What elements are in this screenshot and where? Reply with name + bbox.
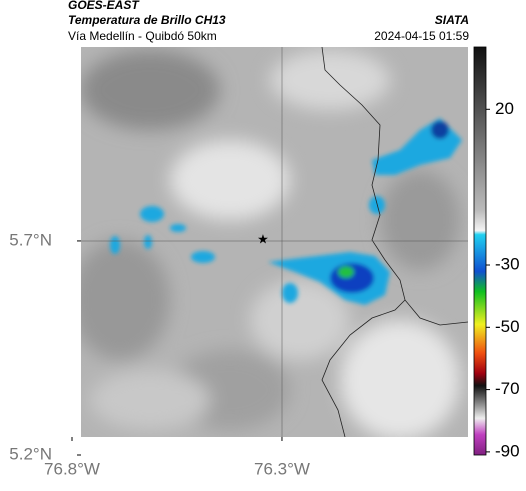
colorbar bbox=[473, 46, 487, 456]
x-tick-label: 76.3°W bbox=[254, 459, 310, 478]
y-tick-label: 5.2°N bbox=[9, 444, 52, 463]
colorbar-tick-label: -30 bbox=[495, 254, 520, 273]
colorbar-tick-label: -90 bbox=[495, 441, 520, 460]
brand: SIATA bbox=[435, 13, 469, 27]
colorbar-tick-label: -50 bbox=[495, 317, 520, 336]
colorbar-tick-label: 20 bbox=[495, 99, 514, 118]
x-tick-label: 76.8°W bbox=[44, 459, 100, 478]
header: GOES-EAST Temperatura de Brillo CH13 Vía… bbox=[68, 0, 469, 43]
colorbar-tick-label: -70 bbox=[495, 379, 520, 398]
subtitle: Vía Medellín - Quibdó 50km bbox=[68, 29, 217, 43]
satellite-image: ★ bbox=[81, 47, 468, 437]
title: Temperatura de Brillo CH13 bbox=[68, 13, 226, 27]
axes: 76.8°W 76.3°W 5.2°N 5.7°N 20 -30 -50 -70 -90 bbox=[9, 99, 519, 479]
y-tick-label: 5.7°N bbox=[9, 230, 52, 249]
timestamp: 2024-04-15 01:59 bbox=[374, 29, 469, 43]
source: GOES-EAST bbox=[68, 0, 140, 12]
location-marker: ★ bbox=[257, 231, 269, 246]
